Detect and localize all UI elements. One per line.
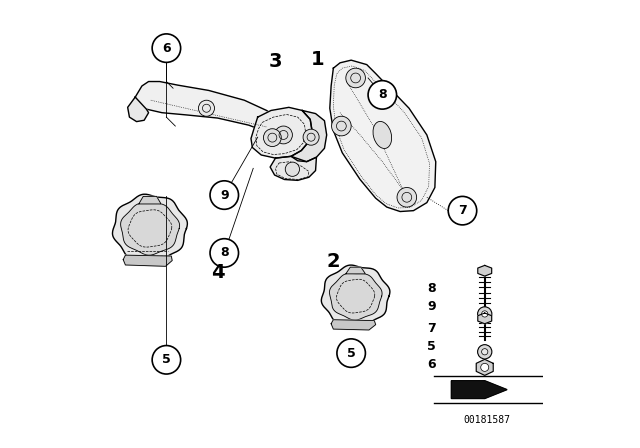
Circle shape [346,68,365,88]
Polygon shape [127,97,148,121]
Circle shape [210,239,239,267]
Polygon shape [139,196,161,204]
Text: 7: 7 [427,322,436,335]
Circle shape [481,363,489,371]
Text: 8: 8 [378,88,387,101]
Polygon shape [478,265,492,276]
Circle shape [337,339,365,367]
Text: 3: 3 [269,52,282,71]
Ellipse shape [373,121,392,148]
Text: 8: 8 [427,282,436,295]
Polygon shape [270,156,316,181]
Polygon shape [346,267,365,274]
Text: 1: 1 [311,50,324,69]
Text: 9: 9 [220,189,228,202]
Text: 00181587: 00181587 [463,415,511,425]
Polygon shape [113,194,188,263]
Circle shape [285,162,300,177]
Text: 4: 4 [211,263,225,283]
Text: 9: 9 [427,300,436,313]
Polygon shape [330,273,382,320]
Polygon shape [251,108,312,158]
Circle shape [303,129,319,145]
Circle shape [275,126,292,144]
Polygon shape [120,203,180,255]
Text: 8: 8 [220,246,228,259]
Circle shape [264,129,281,146]
Polygon shape [330,60,436,211]
Text: 5: 5 [162,353,171,366]
Polygon shape [331,320,376,330]
Circle shape [152,345,180,374]
Circle shape [198,100,214,116]
Polygon shape [291,111,326,162]
Polygon shape [135,82,284,140]
Text: 6: 6 [427,358,436,371]
Text: 5: 5 [347,347,356,360]
Circle shape [477,307,492,321]
Polygon shape [478,313,492,324]
Circle shape [477,345,492,359]
Circle shape [332,116,351,136]
Polygon shape [476,359,493,375]
Circle shape [397,188,417,207]
Circle shape [368,81,397,109]
Circle shape [482,349,488,355]
Text: 7: 7 [458,204,467,217]
Text: 5: 5 [427,340,436,353]
Text: 2: 2 [326,252,340,271]
Circle shape [210,181,239,209]
Circle shape [152,34,180,62]
Circle shape [482,311,488,317]
Polygon shape [321,265,390,327]
Polygon shape [124,255,172,266]
Text: 6: 6 [162,42,171,55]
Polygon shape [451,381,507,399]
Circle shape [448,196,477,225]
